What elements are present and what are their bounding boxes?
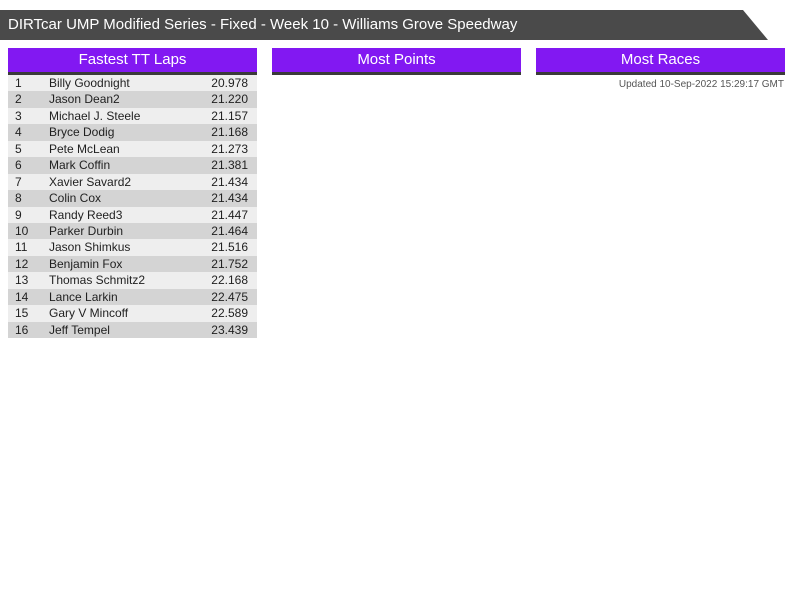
- section-header-most-races: Most Races: [536, 48, 785, 75]
- lap-rank: 14: [15, 289, 29, 304]
- lap-rank: 6: [15, 158, 22, 173]
- lap-row: 8 Colin Cox 21.434: [8, 190, 257, 207]
- lap-time: 21.157: [211, 108, 248, 123]
- lap-rank: 13: [15, 273, 29, 288]
- lap-time: 20.978: [211, 76, 248, 90]
- fastest-laps-table: 1 Billy Goodnight 20.978 2 Jason Dean2 21.220…: [8, 75, 257, 338]
- lap-time: 22.475: [211, 289, 248, 304]
- lap-row: 2 Jason Dean2 21.220: [8, 91, 257, 108]
- lap-driver-name: Thomas Schmitz2: [49, 273, 146, 288]
- lap-rank: 3: [15, 108, 22, 123]
- section-most-races: Most Races Updated 10-Sep-2022 15:29:17 …: [536, 48, 785, 338]
- lap-driver-name: Jason Dean2: [49, 92, 120, 107]
- lap-row: 4 Bryce Dodig 21.168: [8, 124, 257, 141]
- lap-row: 7 Xavier Savard2 21.434: [8, 173, 257, 191]
- lap-time: 21.273: [211, 141, 248, 156]
- lap-time: 21.447: [211, 207, 248, 222]
- lap-driver-name: Xavier Savard2: [49, 174, 132, 189]
- lap-time: 21.381: [211, 158, 248, 173]
- lap-rank: 12: [15, 256, 29, 271]
- lap-row: 6 Mark Coffin 21.381: [8, 157, 257, 174]
- lap-rank: 15: [15, 306, 29, 321]
- page-title-bar: DIRTcar UMP Modified Series - Fixed - We…: [0, 10, 768, 40]
- lap-time: 23.439: [211, 322, 248, 337]
- lap-rank: 7: [15, 174, 22, 189]
- lap-row: 10 Parker Durbin 21.464: [8, 222, 257, 240]
- lap-time: 22.589: [211, 306, 248, 321]
- lap-time: 22.168: [211, 273, 248, 288]
- lap-time: 21.168: [211, 125, 248, 140]
- lap-driver-name: Michael J. Steele: [49, 108, 141, 123]
- lap-rank: 11: [15, 240, 28, 255]
- lap-rank: 10: [15, 223, 29, 238]
- lap-driver-name: Mark Coffin: [49, 158, 111, 173]
- lap-rank: 1: [15, 76, 22, 90]
- lap-driver-name: Lance Larkin: [49, 289, 118, 304]
- lap-driver-name: Benjamin Fox: [49, 256, 123, 271]
- lap-row: 11 Jason Shimkus 21.516: [8, 239, 257, 256]
- lap-row: 1 Billy Goodnight 20.978: [8, 75, 257, 92]
- lap-time: 21.434: [211, 174, 248, 189]
- lap-driver-name: Pete McLean: [49, 141, 120, 156]
- lap-driver-name: Jason Shimkus: [49, 240, 131, 255]
- lap-driver-name: Jeff Tempel: [49, 322, 110, 337]
- lap-row: 9 Randy Reed3 21.447: [8, 206, 257, 223]
- lap-driver-name: Colin Cox: [49, 191, 102, 206]
- lap-driver-name: Randy Reed3: [49, 207, 123, 222]
- lap-row: 3 Michael J. Steele 21.157: [8, 107, 257, 125]
- lap-row: 16 Jeff Tempel 23.439: [8, 321, 257, 338]
- lap-time: 21.464: [211, 223, 248, 238]
- lap-rank: 2: [15, 92, 22, 107]
- lap-driver-name: Bryce Dodig: [49, 125, 115, 140]
- lap-time: 21.434: [211, 191, 248, 206]
- lap-rank: 9: [15, 207, 22, 222]
- section-header-fastest-tt-laps: Fastest TT Laps: [8, 48, 257, 75]
- lap-time: 21.220: [211, 92, 248, 107]
- lap-rank: 4: [15, 125, 22, 140]
- section-fastest-tt-laps: Fastest TT Laps 1 Billy Goodnight 20.978 2 J…: [8, 48, 257, 338]
- lap-driver-name: Billy Goodnight: [49, 76, 130, 90]
- content-columns: Fastest TT Laps 1 Billy Goodnight 20.978 2 J…: [8, 48, 785, 338]
- lap-rank: 5: [15, 141, 22, 156]
- lap-rank: 8: [15, 191, 22, 206]
- lap-row: 5 Pete McLean 21.273: [8, 140, 257, 158]
- lap-time: 21.752: [211, 256, 248, 271]
- lap-driver-name: Parker Durbin: [49, 223, 124, 238]
- lap-driver-name: Gary V Mincoff: [49, 306, 129, 321]
- lap-row: 13 Thomas Schmitz2 22.168: [8, 272, 257, 289]
- lap-row: 14 Lance Larkin 22.475: [8, 288, 257, 306]
- page-title: DIRTcar UMP Modified Series - Fixed - We…: [8, 16, 518, 33]
- lap-time: 21.516: [211, 240, 248, 255]
- lap-row: 12 Benjamin Fox 21.752: [8, 255, 257, 273]
- updated-timestamp: Updated 10-Sep-2022 15:29:17 GMT: [618, 79, 784, 90]
- lap-rank: 16: [15, 322, 29, 337]
- lap-row: 15 Gary V Mincoff 22.589: [8, 305, 257, 322]
- section-header-most-points: Most Points: [272, 48, 521, 75]
- section-most-points: Most Points: [272, 48, 521, 338]
